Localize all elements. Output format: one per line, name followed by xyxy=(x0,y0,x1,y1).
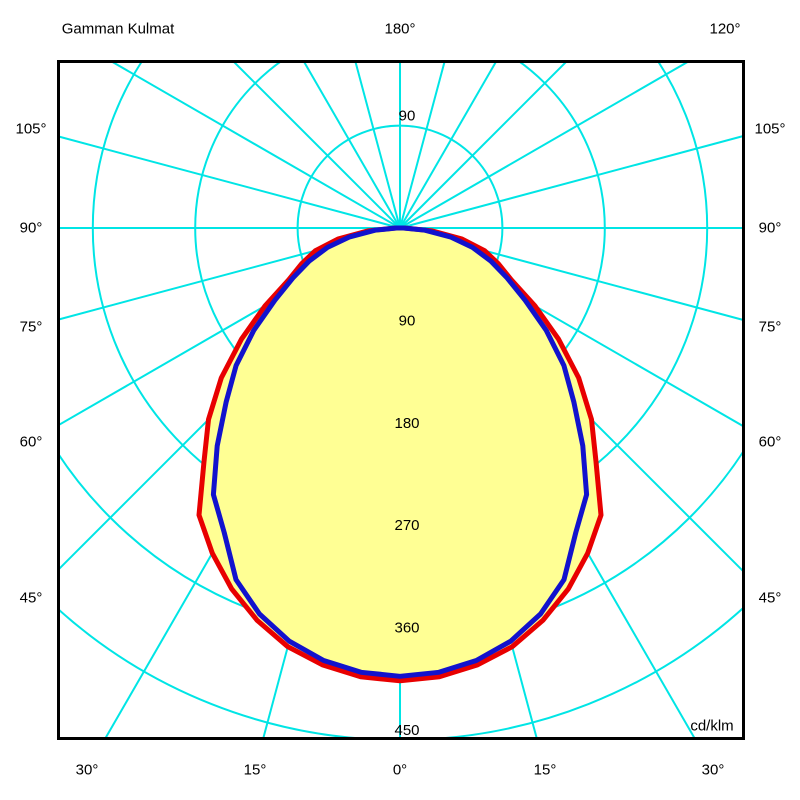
angle-label-top-180: 180° xyxy=(384,20,416,38)
angle-label-bottom-0: 0° xyxy=(392,761,408,779)
unit-label: cd/klm xyxy=(690,717,734,735)
angle-label-left-60: 60° xyxy=(19,433,43,451)
grid-radial-line xyxy=(57,135,401,229)
angle-label-bottom-30l: 30° xyxy=(75,761,99,779)
angle-label-right-105: 105° xyxy=(754,120,786,138)
grid-radial-line xyxy=(301,60,401,229)
angle-label-left-90: 90° xyxy=(19,219,43,237)
radial-tick-label: 270 xyxy=(394,517,419,534)
angle-label-bottom-30r: 30° xyxy=(701,761,725,779)
angle-label-bottom-15l: 15° xyxy=(243,761,267,779)
angle-label-left-45: 45° xyxy=(19,589,43,607)
plot-border xyxy=(57,60,745,740)
grid-radial-line xyxy=(399,60,570,229)
angle-label-left-75: 75° xyxy=(19,318,43,336)
grid-radial-line xyxy=(57,227,401,321)
intensity-fill-blue-plane xyxy=(213,228,587,677)
grid-radial-line xyxy=(107,60,401,229)
angle-label-right-60: 60° xyxy=(758,433,782,451)
angle-label-left-105: 105° xyxy=(15,120,47,138)
radial-tick-label: 360 xyxy=(394,620,419,637)
angle-label-bottom-15r: 15° xyxy=(533,761,557,779)
grid-radial-line xyxy=(230,60,401,229)
angle-label-top-120: 120° xyxy=(709,20,741,38)
angle-label-right-90: 90° xyxy=(758,219,782,237)
grid-radial-line xyxy=(399,60,693,229)
chart-title: Gamman Kulmat xyxy=(61,20,175,38)
angle-label-right-75: 75° xyxy=(758,318,782,336)
grid-radial-line xyxy=(353,60,401,229)
radial-tick-label: 180 xyxy=(394,415,419,432)
grid-radial-line xyxy=(399,227,745,322)
radial-tick-label: 450 xyxy=(394,722,419,739)
grid-radial-line xyxy=(399,60,499,229)
grid-radial-line xyxy=(399,60,447,229)
radial-tick-label: 90 xyxy=(399,108,416,125)
angle-label-right-45: 45° xyxy=(758,589,782,607)
grid-radial-line xyxy=(399,134,745,229)
radial-tick-label: 90 xyxy=(399,312,416,329)
intensity-curve-blue xyxy=(210,225,590,679)
